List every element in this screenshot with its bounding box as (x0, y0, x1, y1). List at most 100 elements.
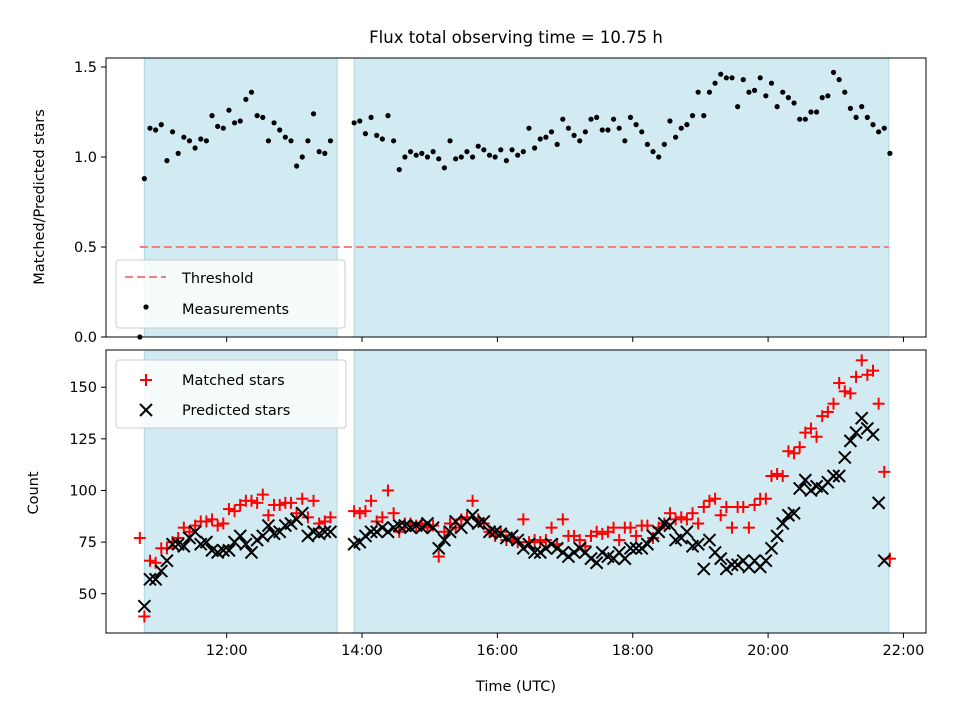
measurement-point (175, 150, 181, 156)
measurement-point (870, 122, 876, 128)
matched-point (284, 496, 297, 509)
measurement-point (785, 95, 791, 101)
measurement-point (198, 136, 204, 142)
predicted-point (804, 483, 818, 498)
predicted-point (261, 518, 276, 533)
predicted-point (787, 506, 801, 520)
measurement-point (859, 104, 865, 110)
matched-point (630, 529, 643, 542)
predicted-point (629, 541, 643, 556)
matched-point (466, 494, 479, 507)
measurement-point (689, 113, 696, 119)
predicted-point (877, 553, 891, 568)
measurement-point (633, 122, 639, 128)
predicted-point (589, 556, 604, 570)
x-tick-label: 12:00 (206, 643, 248, 659)
measurement-point (362, 131, 369, 137)
matched-point (348, 505, 361, 518)
measurement-point (294, 163, 300, 169)
matched-point (872, 397, 885, 410)
measurement-point (515, 152, 521, 158)
measurement-point (740, 77, 746, 83)
measurement-point (599, 127, 605, 133)
measurement-point (543, 134, 549, 140)
measurement-point (153, 127, 159, 133)
measurement-point (237, 118, 243, 124)
measurement-point (588, 116, 594, 122)
y-tick-label: 50 (79, 587, 97, 603)
matched-point (590, 525, 603, 538)
predicted-point (556, 545, 570, 560)
predicted-point (527, 545, 542, 560)
measurement-point (271, 120, 277, 126)
threshold-legend-label: Threshold (181, 271, 253, 287)
measurement-point (706, 89, 713, 95)
matched-point (160, 542, 173, 555)
x-tick-label: 20:00 (747, 643, 789, 659)
measurement-point (458, 154, 464, 160)
ratio-y-axis-label: Matched/Predicted stars (32, 109, 48, 285)
measurement-point (441, 165, 447, 171)
matched-point (720, 500, 733, 513)
predicted-point (635, 541, 649, 556)
predicted-point (702, 533, 717, 547)
predicted-point (510, 533, 525, 547)
matched-point (624, 521, 637, 534)
measurement-point (436, 156, 442, 162)
matched-point (844, 387, 857, 400)
predicted-point (295, 506, 309, 520)
measurement-point (430, 149, 436, 155)
measurement-point (192, 145, 198, 151)
predicted-point (188, 525, 202, 539)
matched-point (528, 534, 541, 547)
matched-legend-label: Matched stars (182, 373, 285, 389)
matched-point (438, 525, 451, 538)
measurement-point (757, 75, 763, 81)
measurement-point (723, 75, 729, 81)
matched-point (545, 521, 558, 534)
measurement-point (169, 129, 176, 135)
measurement-point (819, 95, 825, 101)
matched-point (878, 465, 891, 478)
measurement-point (260, 114, 266, 120)
predicted-point (256, 529, 270, 543)
measurements-legend-swatch (143, 304, 149, 310)
matched-point (256, 488, 269, 501)
matched-point (376, 511, 389, 524)
predicted-point (567, 545, 581, 560)
measurement-point (763, 93, 769, 99)
predicted-point (482, 525, 497, 539)
predicted-point (595, 545, 609, 560)
y-tick-label: 100 (69, 483, 97, 499)
ratio-x-ticks (226, 337, 904, 342)
matched-point (827, 397, 840, 410)
matched-point (793, 441, 806, 454)
matched-point (133, 531, 146, 544)
measurement-point (310, 111, 317, 117)
matched-point (850, 370, 863, 383)
measurement-point (712, 80, 718, 86)
y-tick-label: 0.0 (74, 330, 97, 346)
predicted-point (539, 541, 553, 556)
predicted-point (573, 541, 587, 556)
measurement-point (357, 118, 363, 124)
predicted-point (222, 543, 236, 558)
matched-point (217, 517, 230, 530)
measurement-point (718, 71, 724, 77)
measurement-point (402, 154, 408, 160)
predicted-point (798, 473, 813, 487)
measurement-point (825, 93, 831, 99)
predicted-point (160, 553, 174, 568)
matched-point (703, 494, 716, 507)
measurement-point (526, 125, 532, 131)
ratio-y-ticks: 0.0 0.5 1.0 1.5 (74, 60, 106, 346)
count-points (133, 354, 896, 623)
matched-point (449, 521, 462, 534)
observing-span (353, 57, 890, 338)
matched-point (748, 498, 761, 511)
matched-point (262, 509, 275, 522)
measurement-point (751, 87, 758, 93)
count-x-ticks: 12:00 14:00 16:00 18:00 20:00 22:00 (206, 633, 924, 659)
matched-point (788, 447, 801, 460)
matched-point (821, 405, 834, 418)
